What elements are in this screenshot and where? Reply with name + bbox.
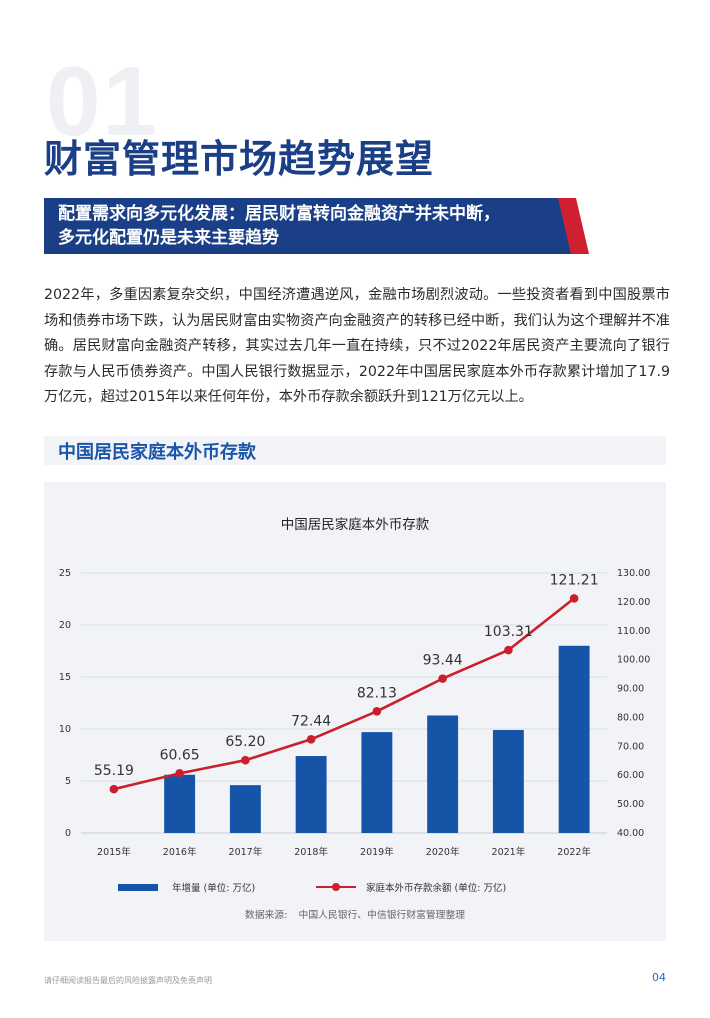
banner-background [44,198,589,254]
bar [558,645,590,833]
right-axis-tick-label: 50.00 [617,799,644,810]
bar [295,756,327,833]
balance-point [241,755,250,765]
source-label: 数据来源: [244,910,288,921]
left-axis-tick-label: 5 [65,776,71,787]
balance-data-label: 60.65 [160,747,200,763]
x-axis-tick-label: 2017年 [229,846,263,858]
x-axis-tick-label: 2019年 [360,846,394,858]
balance-point [109,784,119,794]
x-axis-tick-label: 2016年 [163,846,197,858]
bar [492,730,524,833]
right-axis-tick-label: 80.00 [617,712,644,723]
x-axis-tick-label: 2022年 [557,846,591,858]
right-axis-tick-label: 70.00 [617,741,644,752]
legend-line-label: 家庭本外币存款余额 (单位: 万亿) [366,883,507,894]
left-axis-tick-label: 0 [65,828,71,839]
legend-line-swatch [316,882,356,892]
banner-line-1: 配置需求向多元化发展：居民财富转向金融资产并未中断， [58,204,500,224]
source-text: 中国人民银行、中信银行财富管理整理 [298,910,466,921]
balance-data-label: 82.13 [357,685,397,701]
left-axis-tick-label: 15 [59,672,71,683]
deposit-chart: 0 5 10 15 20 25 40.00 50.00 60.00 70.00 80.00 90.00… [59,568,650,858]
balance-point [504,645,513,655]
balance-line [113,597,575,791]
x-axis-tick-label: 2020年 [426,846,460,858]
section-title: 中国居民家庭本外币存款 [58,442,256,463]
disclaimer-note: 请仔细阅读报告最后的风险披露声明及免责声明 [44,976,212,985]
page-number: 04 [652,971,666,984]
left-axis-tick-label: 20 [59,620,71,631]
balance-data-label: 55.19 [94,763,134,779]
right-axis-tick-label: 130.00 [617,568,650,579]
left-axis-tick-label: 10 [59,724,71,735]
legend-bar-swatch [118,883,158,891]
x-axis-tick-label: 2021年 [492,846,526,858]
right-axis-tick-label: 60.00 [617,770,644,781]
balance-data-label: 65.20 [225,734,265,750]
chart-panel: 中国居民家庭本外币存款 0 5 10 15 20 25 40.00 50.00 60.00 70.… [44,482,666,941]
balance-data-label: 121.21 [550,572,599,588]
balance-point [438,674,447,683]
right-axis-tick-label: 110.00 [617,626,650,637]
bar [427,715,459,833]
right-axis-tick-label: 40.00 [617,828,644,839]
banner-line-2: 多元化配置仍是未来主要趋势 [58,228,279,248]
headline-banner: 配置需求向多元化发展：居民财富转向金融资产并未中断， 多元化配置仍是未来主要趋势 [44,198,589,254]
balance-data-label: 93.44 [423,653,463,669]
bar [164,774,196,833]
balance-data-label: 103.31 [484,624,533,640]
legend-bar-label: 年增量 (单位: 万亿) [172,883,256,894]
balance-point [569,594,579,603]
right-axis-tick-label: 100.00 [617,655,650,666]
legend-line-series: 家庭本外币存款余额 (单位: 万亿) [316,880,506,894]
body-paragraph: 2022年，多重因素复杂交织，中国经济遭遇逆风，金融市场剧烈波动。一些投资者看到… [44,287,670,405]
section-header: 中国居民家庭本外币存款 [44,436,666,465]
legend-bar-series: 年增量 (单位: 万亿) [118,880,255,894]
x-axis-tick-label: 2015年 [97,846,131,858]
right-axis-tick-label: 120.00 [617,597,650,608]
banner-text: 配置需求向多元化发展：居民财富转向金融资产并未中断， 多元化配置仍是未来主要趋势 [58,202,558,250]
chart-title: 中国居民家庭本外币存款 [280,517,430,533]
section-number: 01 [46,46,160,156]
page-title: 财富管理市场趋势展望 [44,137,435,181]
balance-point [175,769,184,778]
left-axis-tick-label: 25 [59,568,71,579]
x-axis-tick-label: 2018年 [294,846,328,858]
bar [229,785,261,833]
balance-point [306,734,316,744]
bar [361,732,393,833]
balance-data-label: 72.44 [291,713,331,729]
data-source: 数据来源: 中国人民银行、中信银行财富管理整理 [44,907,666,921]
right-axis-tick-label: 90.00 [617,684,644,695]
balance-point [372,706,382,716]
